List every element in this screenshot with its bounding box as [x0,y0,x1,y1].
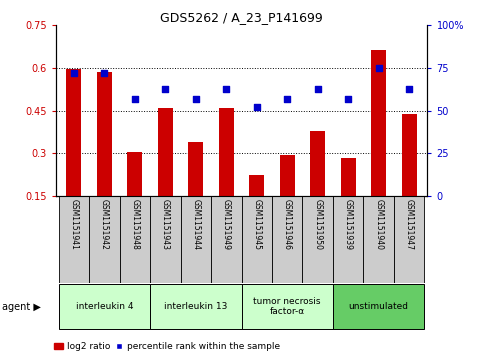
Text: GSM1151944: GSM1151944 [191,199,200,250]
Bar [219,108,234,196]
Bar [249,175,264,196]
Text: GSM1151948: GSM1151948 [130,199,139,249]
Bar [211,196,242,283]
Point [375,65,383,71]
Text: GSM1151947: GSM1151947 [405,199,413,250]
Title: GDS5262 / A_23_P141699: GDS5262 / A_23_P141699 [160,11,323,24]
Bar [242,284,333,329]
Bar [157,108,173,196]
Text: GSM1151941: GSM1151941 [70,199,78,249]
Bar [150,196,181,283]
Bar [120,196,150,283]
Bar [89,196,120,283]
Point [222,86,230,91]
Bar [127,152,142,196]
Bar [341,158,356,196]
Bar [363,196,394,283]
Bar [333,196,363,283]
Bar [401,114,417,196]
Legend: log2 ratio, percentile rank within the sample: log2 ratio, percentile rank within the s… [50,339,284,355]
Bar [310,131,326,196]
Point [405,86,413,91]
Text: GSM1151949: GSM1151949 [222,199,231,250]
Bar [97,72,112,196]
Point [344,96,352,102]
Bar [66,69,82,196]
Bar [333,284,425,329]
Text: agent ▶: agent ▶ [2,302,41,312]
Point [131,96,139,102]
Text: GSM1151945: GSM1151945 [252,199,261,250]
Text: GSM1151942: GSM1151942 [100,199,109,249]
Text: interleukin 4: interleukin 4 [75,302,133,311]
Point [100,70,108,76]
Point [253,105,261,110]
Text: tumor necrosis
factor-α: tumor necrosis factor-α [254,297,321,317]
Bar [242,196,272,283]
Bar [58,284,150,329]
Bar [272,196,302,283]
Point [161,86,169,91]
Bar [188,142,203,196]
Text: GSM1151940: GSM1151940 [374,199,383,250]
Bar [280,155,295,196]
Point [192,96,199,102]
Bar [150,284,242,329]
Text: interleukin 13: interleukin 13 [164,302,227,311]
Text: unstimulated: unstimulated [349,302,409,311]
Point [70,70,78,76]
Text: GSM1151946: GSM1151946 [283,199,292,250]
Bar [302,196,333,283]
Bar [58,196,89,283]
Text: GSM1151943: GSM1151943 [161,199,170,250]
Bar [371,50,386,196]
Bar [181,196,211,283]
Point [314,86,322,91]
Point [284,96,291,102]
Bar [394,196,425,283]
Text: GSM1151939: GSM1151939 [344,199,353,250]
Text: GSM1151950: GSM1151950 [313,199,322,250]
